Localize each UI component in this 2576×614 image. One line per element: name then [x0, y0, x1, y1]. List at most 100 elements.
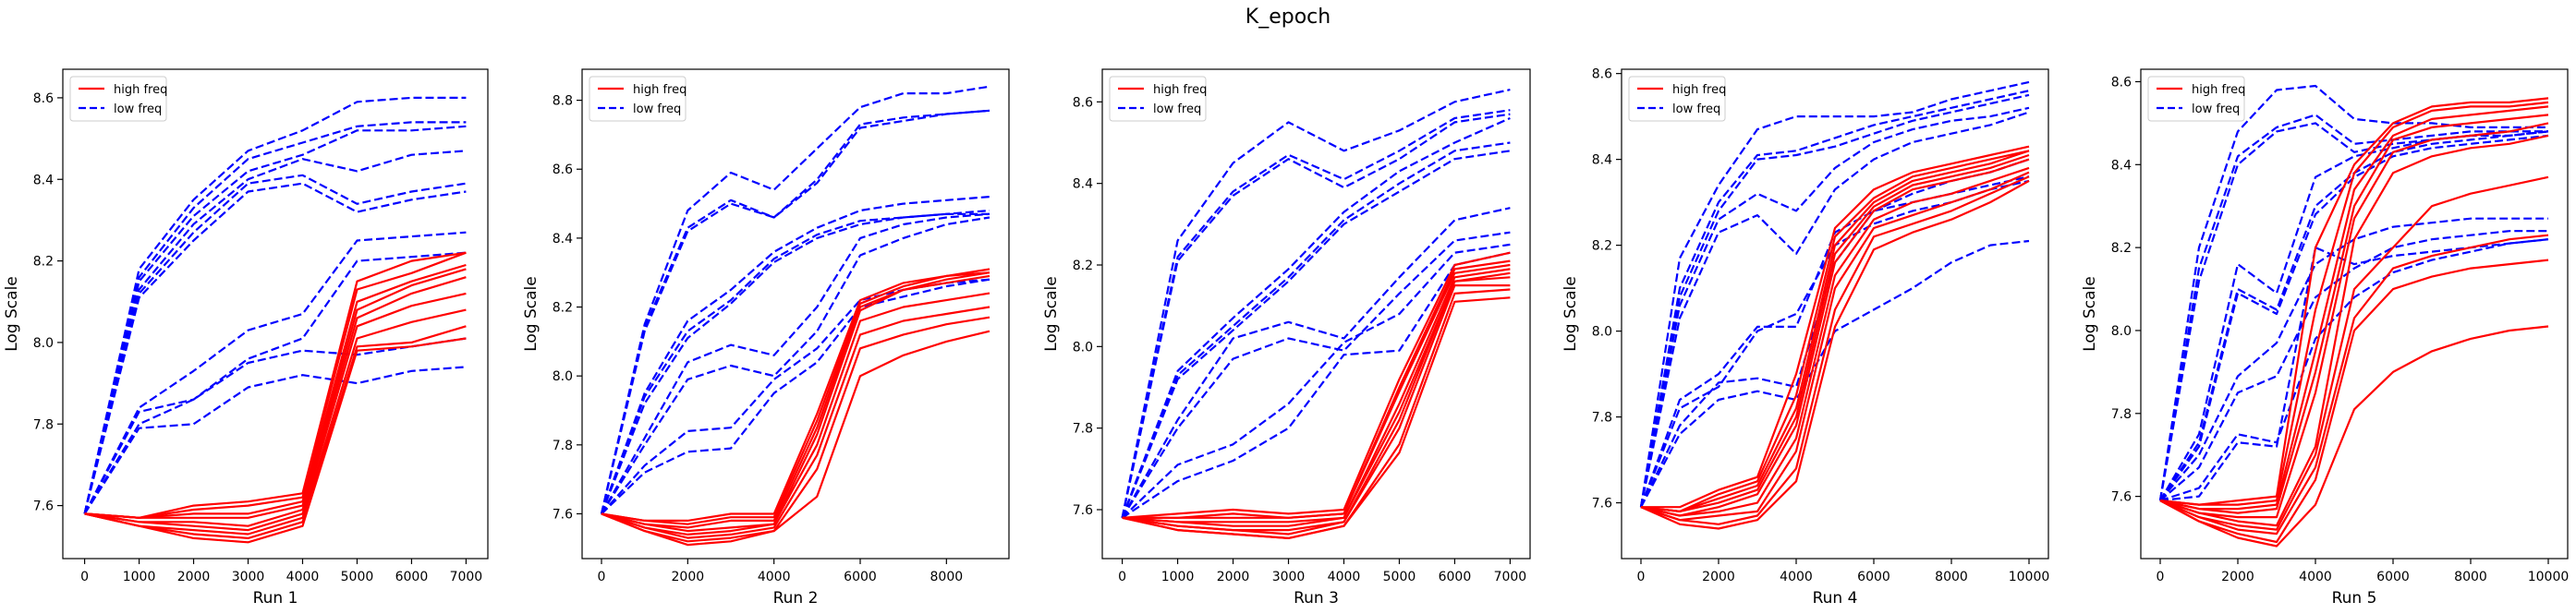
low-freq-line-1: [600, 85, 990, 514]
high-freq-line-9: [1640, 179, 2030, 530]
low-freq-line-3: [1639, 93, 2030, 508]
high-freq-line-7: [601, 316, 990, 543]
y-tick-label: 8.4: [33, 173, 54, 187]
low-freq-line-10: [83, 366, 467, 514]
x-tick-label: 4000: [286, 570, 320, 584]
legend-high-label: high freq: [2192, 83, 2245, 97]
low-freq-line-9: [83, 337, 467, 514]
axes-frame: [1101, 68, 1531, 560]
high-freq-line-7: [1640, 171, 2030, 522]
high-freq-line-8: [1640, 175, 2030, 525]
high-freq-line-8: [84, 325, 467, 540]
low-freq-line-6: [83, 182, 467, 514]
x-axis-label: Run 2: [773, 589, 819, 608]
low-freq-line-6: [1639, 175, 2030, 508]
x-tick-label: 6000: [2376, 570, 2410, 584]
y-tick-label: 8.6: [1073, 95, 1093, 110]
low-freq-line-8: [1121, 231, 1511, 519]
low-freq-line-2: [83, 121, 467, 514]
legend-low-label: low freq: [2192, 102, 2240, 116]
x-tick-label: 7000: [1494, 570, 1527, 584]
axes-frame: [1621, 68, 2049, 560]
high-freq-line-9: [1122, 296, 1511, 540]
y-tick-label: 8.0: [553, 369, 573, 384]
low-freq-line-6: [2159, 134, 2549, 501]
x-tick-label: 2000: [1217, 570, 1250, 584]
legend: high freq low freq: [69, 76, 167, 122]
low-freq-line-7: [2159, 217, 2548, 501]
x-tick-label: 1000: [123, 570, 156, 584]
high-freq-line-3: [1640, 150, 2030, 513]
high-freq-line-8: [2159, 234, 2549, 536]
legend: high freq low freq: [2147, 76, 2245, 122]
y-tick-label: 8.6: [553, 163, 573, 177]
low-freq-line-10: [1121, 251, 1511, 519]
low-freq-line-8: [2159, 230, 2548, 501]
high-freq-line-3: [2159, 105, 2549, 511]
low-freq-line-7: [83, 231, 467, 514]
low-freq-line-3: [600, 109, 990, 514]
low-freq-line-3: [2158, 122, 2549, 501]
x-tick-label: 6000: [1439, 570, 1472, 584]
axes-frame: [62, 68, 489, 560]
x-tick-label: 4000: [2299, 570, 2332, 584]
x-tick-label: 6000: [844, 570, 877, 584]
y-tick-label: 7.8: [1073, 422, 1093, 437]
high-freq-line-6: [2159, 134, 2549, 527]
y-tick-label: 8.0: [1073, 340, 1093, 355]
low-freq-line-8: [83, 251, 467, 514]
y-tick-label: 7.8: [2111, 407, 2132, 422]
low-freq-line-2: [1121, 109, 1511, 519]
x-tick-label: 0: [1637, 570, 1646, 584]
x-tick-label: 3000: [1272, 570, 1306, 584]
y-tick-label: 8.6: [2111, 75, 2132, 90]
low-freq-line-10: [601, 278, 990, 515]
x-tick-label: 8000: [1935, 570, 1968, 584]
y-axis-label: Log Scale: [2081, 276, 2099, 352]
high-freq-line-8: [1122, 288, 1511, 540]
subplot-run-4: 0 2000 4000 6000 8000 10000 7.6 7.8 8.0 8.2 8.4 8.6…: [1561, 67, 2049, 608]
low-freq-line-8: [601, 216, 990, 515]
y-tick-label: 8.6: [1592, 67, 1612, 82]
x-tick-label: 4000: [1780, 570, 1813, 584]
legend-high-label: high freq: [1153, 83, 1207, 97]
y-tick-label: 8.4: [1073, 177, 1093, 192]
x-tick-label: 0: [80, 570, 89, 584]
x-tick-label: 2000: [177, 570, 211, 584]
high-freq-line-1: [1122, 251, 1511, 519]
y-tick-label: 7.6: [33, 500, 54, 514]
y-axis-label: Log Scale: [522, 276, 541, 352]
y-tick-label: 8.2: [553, 301, 573, 316]
high-freq-line-10: [2159, 325, 2549, 548]
x-tick-label: 6000: [395, 570, 429, 584]
y-tick-label: 8.0: [1592, 325, 1612, 340]
y-axis-label: Log Scale: [1042, 276, 1061, 352]
low-freq-line-5: [1639, 111, 2030, 508]
x-tick-label: 2000: [672, 570, 705, 584]
low-freq-line-3: [83, 125, 467, 514]
high-freq-line-3: [84, 263, 467, 519]
y-tick-label: 8.2: [33, 255, 54, 270]
low-freq-line-4: [1121, 116, 1511, 519]
high-freq-line-6: [601, 306, 990, 539]
high-freq-line-2: [1640, 150, 2030, 513]
legend-low-label: low freq: [633, 102, 681, 116]
y-tick-label: 8.6: [33, 91, 54, 106]
x-tick-label: 0: [2157, 570, 2165, 584]
low-freq-line-9: [1121, 243, 1511, 519]
high-freq-line-5: [84, 276, 467, 527]
x-tick-label: 6000: [1857, 570, 1890, 584]
series-lines: [2158, 84, 2549, 548]
figure-title: K_epoch: [1245, 6, 1331, 29]
x-tick-label: 7000: [450, 570, 483, 584]
high-freq-line-1: [2159, 97, 2549, 506]
high-freq-line-2: [2159, 101, 2549, 506]
low-freq-line-1: [2158, 84, 2548, 501]
y-tick-label: 7.6: [1073, 503, 1093, 518]
high-freq-line-4: [84, 268, 467, 519]
low-freq-line-2: [600, 109, 990, 514]
high-freq-line-6: [1122, 276, 1511, 532]
y-axis-label: Log Scale: [3, 276, 21, 352]
x-tick-label: 5000: [1383, 570, 1416, 584]
